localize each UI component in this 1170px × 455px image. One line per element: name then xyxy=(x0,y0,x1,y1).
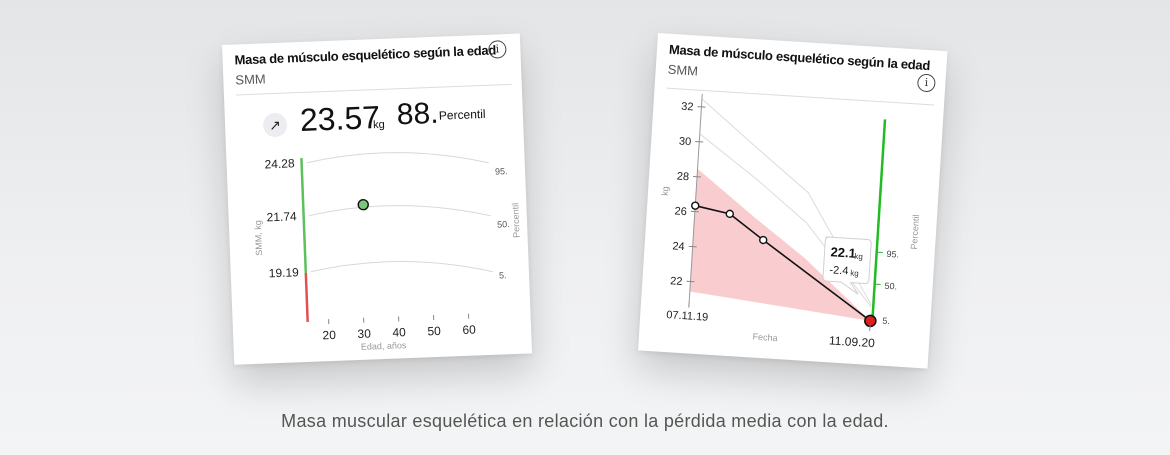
y-tick-label: 22 xyxy=(670,275,683,288)
current-value-point[interactable] xyxy=(357,198,369,211)
tooltip-value: 22.1 xyxy=(830,244,856,261)
tooltip-unit: kg xyxy=(854,252,863,262)
value-tooltip xyxy=(822,236,872,295)
y-tick-label: 30 xyxy=(679,136,692,149)
caption: Masa muscular esquelética en relación co… xyxy=(281,411,889,431)
percentile-curve-5 xyxy=(310,261,494,273)
smm-age-card: Masa de músculo esquelético según la eda… xyxy=(222,33,533,365)
tooltip-delta-unit: kg xyxy=(850,269,859,279)
y-axis-label: kg xyxy=(660,186,671,196)
smm-age-chart: 24.28 21.74 19.19 SMM, kg 95. 50. 5. Per… xyxy=(253,152,522,352)
y-tick-label: 32 xyxy=(681,101,694,114)
y-tick-label: 19.19 xyxy=(269,265,300,280)
data-point[interactable] xyxy=(725,209,734,219)
y-tick xyxy=(695,141,704,143)
range-bar-red xyxy=(304,272,309,322)
y-tick-label: 26 xyxy=(674,205,687,218)
y-tick-label: 24.28 xyxy=(264,156,295,171)
x-tick-label: 40 xyxy=(392,325,406,340)
range-bar-green xyxy=(300,157,308,273)
y-tick xyxy=(697,106,706,108)
x-start-label: 07.11.19 xyxy=(666,309,709,324)
percentile-curve-label: 50. xyxy=(497,219,510,229)
y-tick xyxy=(686,280,695,283)
x-tick-label: 50 xyxy=(427,324,441,339)
data-point[interactable] xyxy=(691,201,700,210)
data-point[interactable] xyxy=(759,235,768,245)
low-range-area xyxy=(689,168,871,321)
smm-history-card: Masa de músculo esquelético según la eda… xyxy=(638,33,948,369)
percentile-tick-label: 50. xyxy=(884,281,897,292)
y-tick-label: 21.74 xyxy=(266,209,297,224)
percentile-tick-label: 5. xyxy=(882,316,890,326)
y-tick-label: 24 xyxy=(672,240,685,253)
tooltip-delta: -2.4 xyxy=(829,264,849,277)
percentile-curve-label: 5. xyxy=(499,270,507,280)
x-end-label: 11.09.20 xyxy=(829,333,876,350)
x-tick-label: 20 xyxy=(322,328,336,343)
percentile-curve-95 xyxy=(306,152,489,164)
y-axis xyxy=(688,93,703,302)
y-axis-label: SMM, kg xyxy=(253,220,264,256)
percentile-axis-label: Percentil xyxy=(510,203,521,238)
y-tick-label: 28 xyxy=(676,170,689,183)
x-axis-label: Fecha xyxy=(752,332,778,344)
x-axis-label: Edad, años xyxy=(361,340,407,352)
percentile-bar xyxy=(871,119,887,320)
y-tick xyxy=(690,210,699,213)
percentile-curve-label: 95. xyxy=(495,166,508,176)
percentile-curve-50 xyxy=(308,205,491,217)
percentile-tick-label: 95. xyxy=(886,249,899,260)
percentile-axis-label: Percentil xyxy=(909,214,921,250)
y-tick xyxy=(688,245,697,248)
y-tick xyxy=(693,175,702,178)
smm-series-line xyxy=(695,204,871,322)
x-tick-label: 30 xyxy=(357,326,371,341)
x-tick-label: 60 xyxy=(462,322,476,337)
smm-history-chart: 32 30 28 26 24 22 kg 95. 50. 5. Percenti… xyxy=(660,93,921,350)
